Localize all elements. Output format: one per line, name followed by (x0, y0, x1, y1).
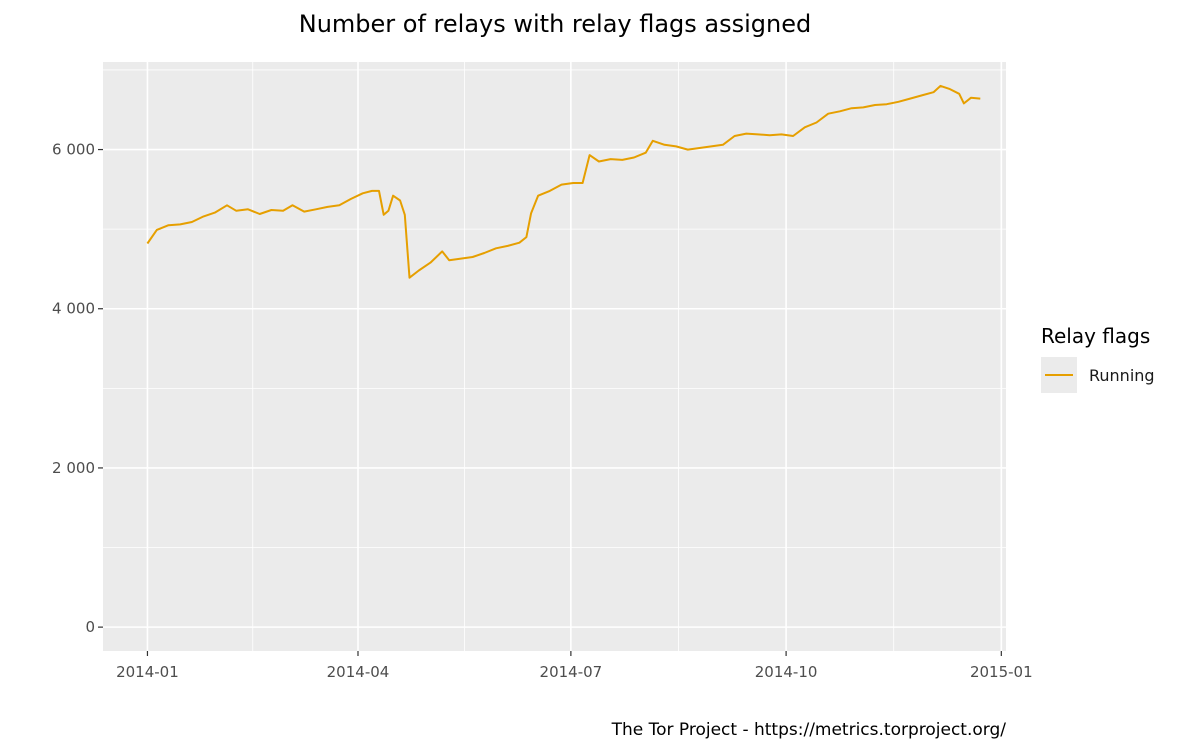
plot-panel (103, 62, 1006, 651)
minor-gridlines (103, 62, 1006, 651)
major-gridlines (103, 62, 1006, 651)
legend-title: Relay flags (1041, 324, 1150, 348)
y-tick-label: 6 000 (52, 141, 95, 159)
y-axis: 0 2 000 4 000 6 000 (52, 141, 103, 636)
x-tick-label: 2014-01 (116, 663, 179, 681)
x-tick-label: 2014-10 (755, 663, 818, 681)
series-line-running (146, 84, 981, 279)
x-axis: 2014-01 2014-04 2014-07 2014-10 2015-01 (116, 651, 1033, 681)
x-tick-label: 2014-04 (327, 663, 390, 681)
chart-title: Number of relays with relay flags assign… (299, 10, 812, 38)
legend-label-running: Running (1089, 366, 1155, 385)
x-tick-label: 2015-01 (970, 663, 1033, 681)
legend: Relay flags Running (1041, 324, 1155, 393)
y-tick-label: 4 000 (52, 300, 95, 318)
y-tick-label: 0 (85, 618, 95, 636)
y-tick-label: 2 000 (52, 459, 95, 477)
x-tick-label: 2014-07 (540, 663, 603, 681)
series-layer (146, 84, 981, 279)
chart-caption: The Tor Project - https://metrics.torpro… (611, 720, 1007, 740)
